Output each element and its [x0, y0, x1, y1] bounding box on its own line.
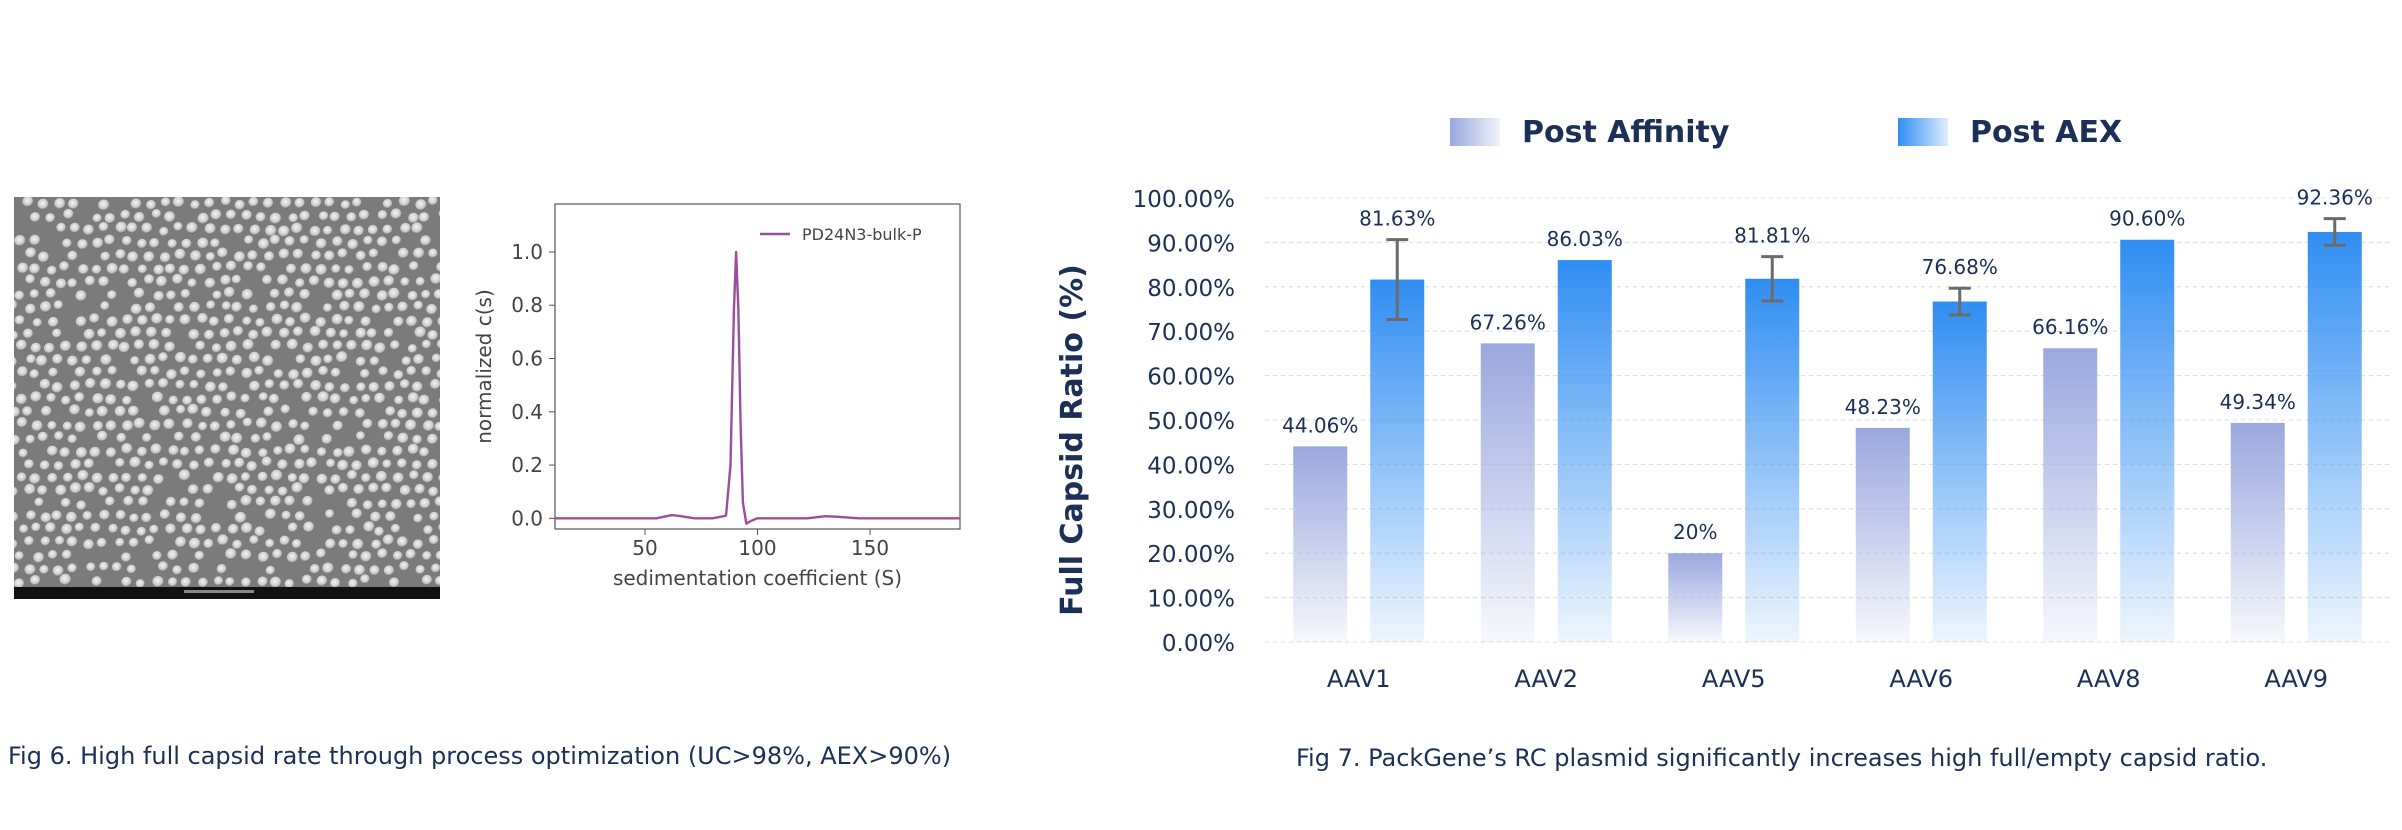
series-line [555, 250, 960, 525]
category-label: AAV6 [1889, 665, 1953, 693]
y-tick-label: 100.00% [1133, 187, 1235, 213]
data-label: 20% [1673, 520, 1717, 544]
bar-aav2-post-affinity [1480, 343, 1535, 642]
figure-7-caption: Fig 7. PackGene’s RC plasmid significant… [1296, 744, 2268, 772]
data-label: 86.03% [1547, 227, 1623, 251]
bar-aav9-post-aex [2307, 231, 2362, 642]
data-label: 76.68% [1922, 255, 1998, 279]
bar-aav8-post-affinity [2043, 348, 2098, 642]
data-label: 90.60% [2109, 207, 2185, 231]
y-tick-label: 0.6 [511, 347, 543, 371]
y-tick-label: 40.00% [1147, 453, 1235, 479]
y-tick-label: 0.4 [511, 400, 543, 424]
bar-aav5-post-aex [1745, 278, 1800, 642]
bar-aav2-post-aex [1557, 260, 1612, 642]
data-label: 48.23% [1845, 395, 1921, 419]
scale-bar [184, 590, 254, 593]
y-tick-label: 0.0 [511, 506, 543, 530]
data-label: 44.06% [1282, 413, 1358, 437]
legend-label: Post Affinity [1522, 115, 1730, 150]
y-tick-label: 60.00% [1147, 365, 1235, 391]
bar-aav1-post-affinity [1293, 446, 1348, 642]
capsid-ratio-bar-chart-svg: 0.00% 10.00% 20.00% 30.00% 40.00% 50.00% 60.00… [1055, 115, 2390, 693]
legend-label: PD24N3-bulk-P [802, 225, 922, 244]
category-label: AAV9 [2264, 665, 2328, 693]
x-tick-label: 150 [851, 536, 889, 560]
y-tick-label: 50.00% [1147, 409, 1235, 435]
category-label: AAV1 [1327, 665, 1391, 693]
legend-swatch-post-aex [1898, 118, 1948, 146]
plot-frame [554, 203, 961, 530]
sedimentation-chart-svg: 50 100 150 0.0 0.2 0.4 0.6 0.8 1.0 sedimentation … [472, 203, 961, 590]
data-label: 92.36% [2297, 186, 2373, 210]
y-tick-label: 0.8 [511, 293, 543, 317]
bar-aav6-post-aex [1932, 301, 1987, 642]
y-axis-label: Full Capsid Ratio (%) [1055, 264, 1090, 616]
legend-swatch-post-affinity [1450, 118, 1500, 146]
bar-aav8-post-aex [2120, 239, 2175, 642]
legend-label: Post AEX [1970, 115, 2122, 150]
micrograph-canvas [14, 197, 440, 599]
bar-aav6-post-affinity [1855, 427, 1910, 642]
y-tick-label: 10.00% [1147, 587, 1235, 613]
bar-aav5-post-affinity [1668, 553, 1723, 642]
data-label: 67.26% [1470, 310, 1546, 334]
capsid-ratio-bar-chart: 0.00% 10.00% 20.00% 30.00% 40.00% 50.00% 60.00… [1040, 100, 2402, 720]
data-label: 81.81% [1734, 224, 1810, 248]
category-label: AAV2 [1514, 665, 1578, 693]
data-label: 66.16% [2032, 315, 2108, 339]
data-label: 49.34% [2220, 390, 2296, 414]
category-label: AAV5 [1702, 665, 1766, 693]
y-tick-label: 90.00% [1147, 231, 1235, 257]
x-tick-label: 100 [738, 536, 776, 560]
x-tick-label: 50 [632, 536, 657, 560]
y-tick-label: 1.0 [511, 240, 543, 264]
y-tick-label: 80.00% [1147, 276, 1235, 302]
micrograph-particles [14, 197, 440, 589]
y-tick-label: 0.00% [1162, 631, 1235, 657]
electron-micrograph-image [14, 197, 440, 599]
y-axis-label: normalized c(s) [472, 289, 496, 444]
sedimentation-chart: 50 100 150 0.0 0.2 0.4 0.6 0.8 1.0 sedimentation … [470, 180, 990, 610]
figure-6-caption: Fig 6. High full capsid rate through pro… [8, 742, 952, 770]
y-tick-label: 20.00% [1147, 542, 1235, 568]
bar-aav1-post-aex [1370, 279, 1425, 642]
y-tick-label: 70.00% [1147, 320, 1235, 346]
y-tick-label: 0.2 [511, 453, 543, 477]
x-axis-label: sedimentation coefficient (S) [613, 566, 902, 590]
y-tick-label: 30.00% [1147, 498, 1235, 524]
bar-aav9-post-affinity [2230, 422, 2285, 642]
data-label: 81.63% [1359, 207, 1435, 231]
category-label: AAV8 [2077, 665, 2141, 693]
